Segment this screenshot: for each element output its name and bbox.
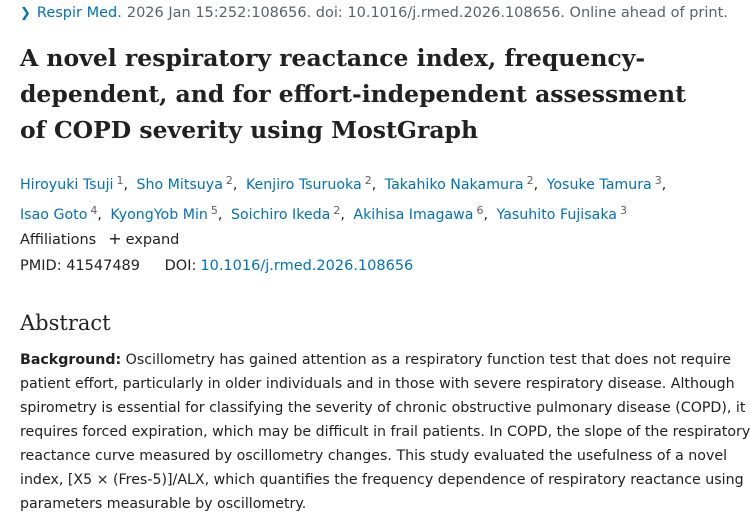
author-link[interactable]: Soichiro Ikeda [230,207,331,223]
affiliations-expand-button[interactable]: + expand [108,229,180,248]
title-line: dependent, and for effort-independent as… [20,80,686,108]
affiliation-ref[interactable]: 4 [90,204,98,217]
abstract-line: reactance curve measured by oscillometry… [20,448,728,464]
affiliation-ref[interactable]: 6 [476,204,484,217]
citation-line: ❯ Respir Med. 2026 Jan 15:252:108656. doi:… [20,3,728,24]
author-line: Isao Goto 4, KyongYob Min 5, Soichiro Iked… [20,198,740,228]
author-list: Hiroyuki Tsuji 1, Sho Mitsuya 2, Kenjiro T… [20,168,740,228]
affiliations-row: Affiliations + expand [20,229,179,250]
author: Yasuhito Fujisaka 3 [496,204,627,223]
author: Yosuke Tamura 3, [546,174,667,193]
abstract-text: Background: Oscillometry has gained atte… [20,348,750,516]
affiliation-ref[interactable]: 2 [225,174,233,187]
pmid-value: 41547489 [66,258,141,274]
citation-details: 2026 Jan 15:252:108656. doi: 10.1016/j.r… [126,5,728,21]
abstract-heading: Abstract [20,311,111,335]
abstract-line: spirometry is essential for classifying … [20,400,746,416]
doi-link[interactable]: 10.1016/j.rmed.2026.108656 [200,258,414,274]
author-link[interactable]: Takahiko Nakamura [384,177,524,193]
title-line: A novel respiratory reactance index, fre… [20,44,646,72]
author-link[interactable]: KyongYob Min [110,207,208,223]
doi-label: DOI: [164,258,197,274]
affiliations-label: Affiliations [20,232,97,248]
abstract-line: index, [X5 × (Fres-5)]/ALX, which quanti… [20,472,744,488]
abstract-line: patient effort, particularly in older in… [20,376,735,392]
author-link[interactable]: Kenjiro Tsuruoka [245,177,362,193]
author: Kenjiro Tsuruoka 2, [245,174,377,193]
author: Akihisa Imagawa 6, [353,204,488,223]
affiliation-ref[interactable]: 1 [116,174,124,187]
author: Sho Mitsuya 2, [136,174,238,193]
expand-label: expand [125,232,180,248]
author-link[interactable]: Yosuke Tamura [546,177,652,193]
author-line: Hiroyuki Tsuji 1, Sho Mitsuya 2, Kenjiro T… [20,168,740,198]
author-link[interactable]: Sho Mitsuya [136,177,223,193]
author-link[interactable]: Yasuhito Fujisaka [496,207,617,223]
title-line: of COPD severity using MostGraph [20,116,479,144]
affiliation-ref[interactable]: 2 [526,174,534,187]
abstract-line-text: Oscillometry has gained attention as a r… [121,352,732,368]
author-link[interactable]: Hiroyuki Tsuji [20,177,114,193]
author-link[interactable]: Isao Goto [20,207,88,223]
affiliation-ref[interactable]: 2 [364,174,372,187]
author: Hiroyuki Tsuji 1, [20,174,128,193]
abstract-line: requires forced expiration, which may be… [20,424,750,440]
chevron-right-icon[interactable]: ❯ [20,6,31,21]
journal-link[interactable]: Respir Med. [36,5,122,21]
author: Takahiko Nakamura 2, [384,174,539,193]
affiliation-ref[interactable]: 3 [620,204,627,217]
background-label: Background: [20,352,122,368]
pmid-label: PMID: [20,258,62,274]
identifiers-row: PMID: 41547489 DOI: 10.1016/j.rmed.2026.1… [20,256,413,276]
abstract-line: parameters measurable by oscillometry. [20,496,307,512]
author: KyongYob Min 5, [110,204,223,223]
abstract-line: Background: Oscillometry has gained atte… [20,348,738,372]
affiliation-ref[interactable]: 2 [333,204,341,217]
article-title: A novel respiratory reactance index, fre… [20,40,735,148]
author: Soichiro Ikeda 2, [230,204,345,223]
author: Isao Goto 4, [20,204,102,223]
author-link[interactable]: Akihisa Imagawa [353,207,474,223]
plus-icon: + [108,229,122,248]
affiliation-ref[interactable]: 3 [654,174,662,187]
affiliation-ref[interactable]: 5 [210,204,218,217]
